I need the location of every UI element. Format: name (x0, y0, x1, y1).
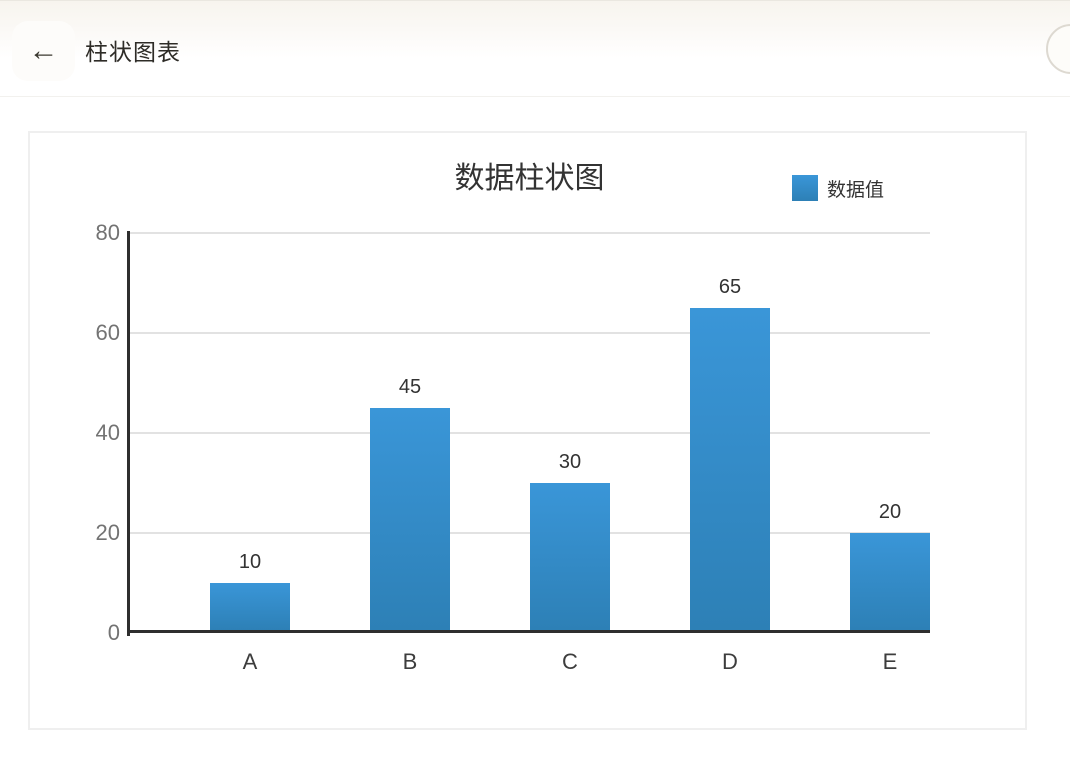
x-axis-tick-label-E: E (882, 649, 898, 674)
capsule-button[interactable] (1046, 24, 1070, 74)
bar-C[interactable] (530, 483, 610, 630)
back-button[interactable]: ← (12, 21, 75, 81)
legend-swatch-icon (792, 175, 818, 201)
bar-B[interactable] (370, 408, 450, 630)
bar-D[interactable] (690, 308, 770, 630)
x-axis-tick-label-C: C (562, 649, 578, 674)
app-header: ← 柱状图表 (0, 0, 1070, 97)
gridline-y40 (130, 432, 930, 434)
chart-card: 数据柱状图 数据值 0 20 40 60 80 10 A 45 B 30 C 65 D 20 E (28, 131, 1027, 730)
x-axis-line (127, 630, 930, 633)
gridline-y80 (130, 232, 930, 234)
bar-E[interactable] (850, 533, 930, 630)
chart-title: 数据柱状图 (454, 162, 605, 195)
y-axis-tick-label: 80 (95, 220, 120, 245)
y-axis-line (127, 231, 130, 636)
y-axis-tick-label: 20 (95, 520, 120, 545)
y-axis-tick-label: 0 (107, 620, 120, 645)
bar-value-label-E: 20 (878, 501, 902, 523)
bar-value-label-A: 10 (238, 551, 262, 573)
page-title: 柱状图表 (85, 38, 181, 65)
x-axis-tick-label-B: B (402, 649, 418, 674)
back-arrow-icon: ← (28, 34, 59, 67)
bar-value-label-C: 30 (558, 451, 582, 473)
y-axis-tick-label: 60 (95, 320, 120, 345)
x-axis-tick-label-A: A (242, 649, 258, 674)
bar-value-label-D: 65 (718, 276, 742, 298)
x-axis-tick-label-D: D (722, 649, 738, 674)
gridline-y60 (130, 332, 930, 334)
legend-label: 数据值 (827, 179, 885, 201)
bar-A[interactable] (210, 583, 290, 630)
plot-area: 0 20 40 60 80 10 A 45 B 30 C 65 D 20 E (96, 220, 930, 674)
y-axis-tick-label: 40 (95, 420, 120, 445)
bar-value-label-B: 45 (398, 376, 422, 398)
legend-item[interactable]: 数据值 (792, 175, 884, 201)
